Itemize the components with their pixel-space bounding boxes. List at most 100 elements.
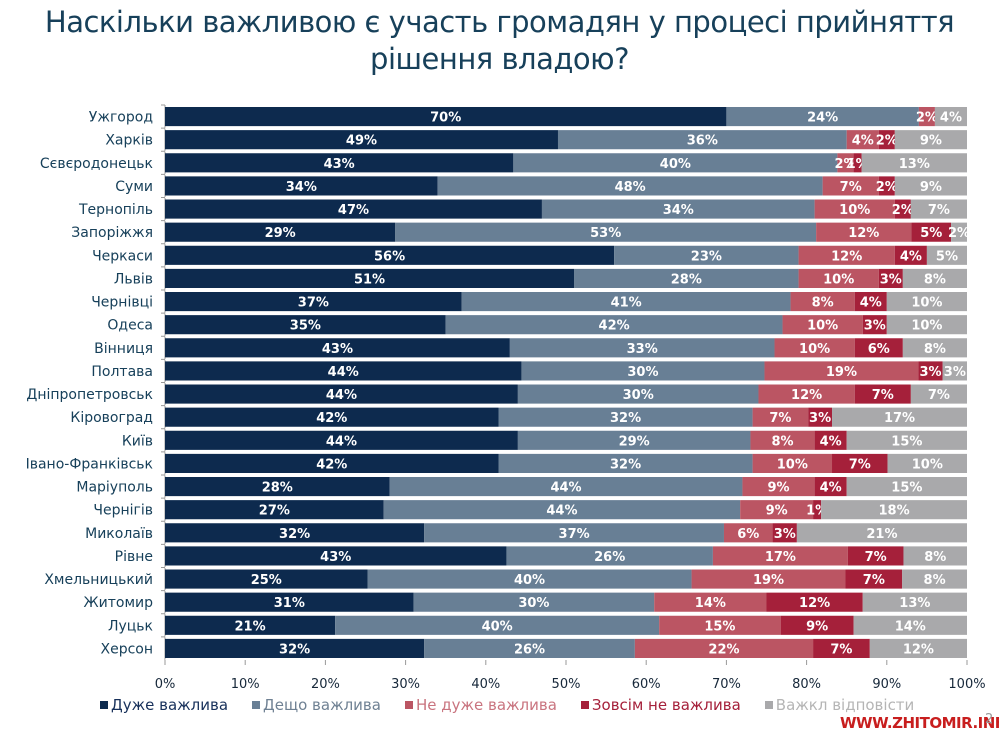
data-label: 24% bbox=[807, 111, 838, 126]
category-label: Полтава bbox=[91, 364, 153, 380]
category-label: Ужгород bbox=[89, 110, 153, 126]
data-label: 40% bbox=[514, 573, 545, 588]
bar-segment bbox=[926, 245, 967, 265]
data-label: 70% bbox=[430, 111, 461, 126]
data-label: 33% bbox=[627, 342, 658, 357]
data-label: 28% bbox=[671, 272, 702, 287]
data-label: 7% bbox=[872, 388, 894, 403]
data-label: 7% bbox=[849, 457, 871, 472]
bar-segment bbox=[878, 268, 903, 288]
x-tick-label: 50% bbox=[552, 677, 581, 692]
category-label: Кіровоград bbox=[70, 410, 153, 426]
bar-segment bbox=[614, 245, 799, 265]
bar-segment bbox=[509, 338, 775, 358]
category-label: Київ bbox=[122, 433, 153, 449]
data-label: 13% bbox=[899, 596, 930, 611]
data-label: 5% bbox=[920, 226, 942, 241]
bar-segment bbox=[878, 130, 895, 150]
data-label: 32% bbox=[610, 457, 641, 472]
data-label: 10% bbox=[911, 296, 942, 311]
data-label: 19% bbox=[826, 365, 857, 380]
data-label: 10% bbox=[799, 342, 830, 357]
data-label: 42% bbox=[316, 411, 347, 426]
data-label: 17% bbox=[884, 411, 915, 426]
bar-segment bbox=[389, 477, 743, 497]
bar-segment bbox=[437, 176, 823, 196]
bar-segment bbox=[910, 199, 967, 219]
category-label: Черкаси bbox=[92, 248, 153, 264]
data-label: 4% bbox=[820, 434, 842, 449]
legend-item-not-very-important: Не дуже важлива bbox=[404, 696, 557, 714]
bar-segment bbox=[869, 638, 967, 658]
data-label: 37% bbox=[298, 296, 329, 311]
data-label: 35% bbox=[290, 319, 321, 334]
bar-segment bbox=[894, 199, 911, 219]
data-label: 7% bbox=[830, 642, 852, 657]
bar-segment bbox=[910, 384, 967, 404]
bar-segment bbox=[461, 292, 791, 312]
bar-segment bbox=[165, 153, 514, 173]
bar-segment bbox=[780, 615, 854, 635]
data-label: 6% bbox=[737, 527, 759, 542]
data-label: 7% bbox=[928, 388, 950, 403]
data-label: 2% bbox=[876, 134, 898, 149]
x-tick-label: 100% bbox=[948, 677, 985, 692]
legend-label: Важкл відповісти bbox=[775, 696, 915, 714]
bar-segment bbox=[813, 638, 870, 658]
category-label: Сєвєродонецьк bbox=[40, 156, 153, 172]
legend: Дуже важлива Дещо важлива Не дуже важлив… bbox=[100, 696, 914, 714]
bar-segment bbox=[424, 638, 635, 658]
bar-segment bbox=[772, 523, 797, 543]
data-label: 14% bbox=[695, 596, 726, 611]
data-label: 17% bbox=[765, 550, 796, 565]
data-label: 40% bbox=[660, 157, 691, 172]
bar-segment bbox=[395, 222, 817, 242]
legend-label: Дещо важлива bbox=[263, 696, 381, 714]
bar-segment bbox=[853, 153, 862, 173]
bar-segment bbox=[165, 338, 510, 358]
data-label: 49% bbox=[346, 134, 377, 149]
category-label: Хмельницький bbox=[44, 572, 153, 588]
bar-segment bbox=[764, 361, 919, 381]
bar-segment bbox=[796, 523, 967, 543]
bar-segment bbox=[862, 592, 967, 612]
data-label: 3% bbox=[809, 411, 831, 426]
bar-segment bbox=[951, 222, 967, 242]
bar-segment bbox=[557, 130, 847, 150]
bar-segment bbox=[854, 338, 903, 358]
data-label: 3% bbox=[880, 272, 902, 287]
data-label: 4% bbox=[860, 296, 882, 311]
bar-segment bbox=[513, 153, 838, 173]
bar-segment bbox=[790, 292, 855, 312]
bar-segment bbox=[383, 500, 741, 520]
bar-segment bbox=[798, 245, 895, 265]
bar-segment bbox=[165, 638, 425, 658]
data-label: 30% bbox=[518, 596, 549, 611]
data-label: 7% bbox=[928, 203, 950, 218]
category-label: Харків bbox=[105, 133, 153, 149]
data-label: 2% bbox=[892, 203, 914, 218]
data-label: 4% bbox=[820, 481, 842, 496]
data-label: 22% bbox=[708, 642, 739, 657]
data-label: 12% bbox=[903, 642, 934, 657]
bar-segment bbox=[165, 130, 558, 150]
bar-segment bbox=[574, 268, 799, 288]
bar-segment bbox=[165, 176, 438, 196]
data-label: 8% bbox=[924, 272, 946, 287]
data-label: 34% bbox=[663, 203, 694, 218]
bar-segment bbox=[918, 107, 935, 127]
data-label: 32% bbox=[610, 411, 641, 426]
data-label: 7% bbox=[863, 573, 885, 588]
bar-segment bbox=[165, 546, 507, 566]
data-label: 23% bbox=[691, 249, 722, 264]
bar-segment bbox=[846, 477, 967, 497]
data-label: 12% bbox=[831, 249, 862, 264]
bar-segment bbox=[814, 199, 895, 219]
bar-segment bbox=[335, 615, 660, 635]
bar-segment bbox=[445, 315, 783, 335]
data-label: 15% bbox=[704, 619, 735, 634]
bar-segment bbox=[654, 592, 767, 612]
data-label: 51% bbox=[354, 272, 385, 287]
data-label: 43% bbox=[322, 342, 353, 357]
x-tick-label: 80% bbox=[792, 677, 821, 692]
